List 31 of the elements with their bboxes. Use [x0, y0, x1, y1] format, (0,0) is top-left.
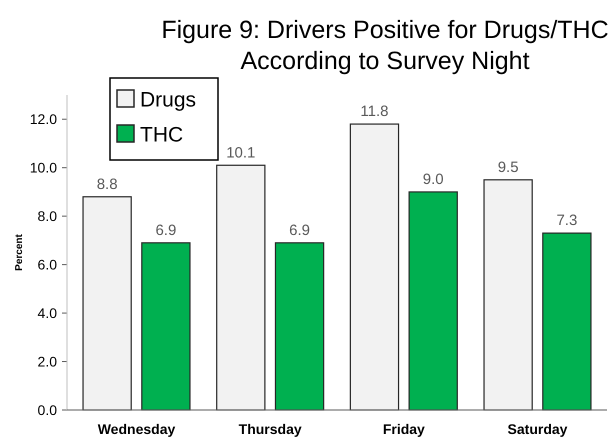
- legend-label: Drugs: [140, 88, 196, 112]
- y-tick-label: 4.0: [38, 304, 58, 321]
- x-tick-label: Thursday: [238, 421, 302, 437]
- legend-label: THC: [140, 123, 184, 146]
- data-label: 11.8: [360, 103, 388, 120]
- y-tick-label: 0.0: [38, 402, 58, 418]
- x-tick-label: Wednesday: [98, 421, 176, 437]
- data-label: 8.8: [96, 176, 118, 193]
- chart-title: Figure 9: Drivers Positive for Drugs/THC According to Survey Night: [161, 16, 609, 75]
- data-label: 6.9: [155, 222, 176, 239]
- bar: [542, 232, 592, 411]
- y-tick-label: 6.0: [38, 256, 58, 273]
- bar: [216, 164, 266, 411]
- bar: [141, 242, 191, 411]
- bar: [483, 179, 533, 411]
- data-label: 9.5: [498, 158, 519, 176]
- y-tick-label: 10.0: [30, 160, 58, 176]
- data-label: 7.3: [556, 212, 578, 230]
- y-tick-label: 8.0: [38, 208, 58, 224]
- y-tick-label: 12.0: [30, 111, 58, 128]
- bar: [350, 123, 400, 411]
- bar: [274, 242, 324, 411]
- y-tick-label: 2.0: [38, 353, 58, 370]
- data-label: 10.1: [226, 144, 256, 162]
- bar: [82, 196, 132, 411]
- y-axis-title: Percent: [14, 233, 25, 271]
- x-tick-label: Friday: [382, 421, 426, 437]
- data-label: 9.0: [422, 170, 444, 188]
- bar: [408, 191, 458, 411]
- data-label: 6.9: [289, 222, 310, 239]
- x-tick-label: Saturday: [508, 421, 568, 437]
